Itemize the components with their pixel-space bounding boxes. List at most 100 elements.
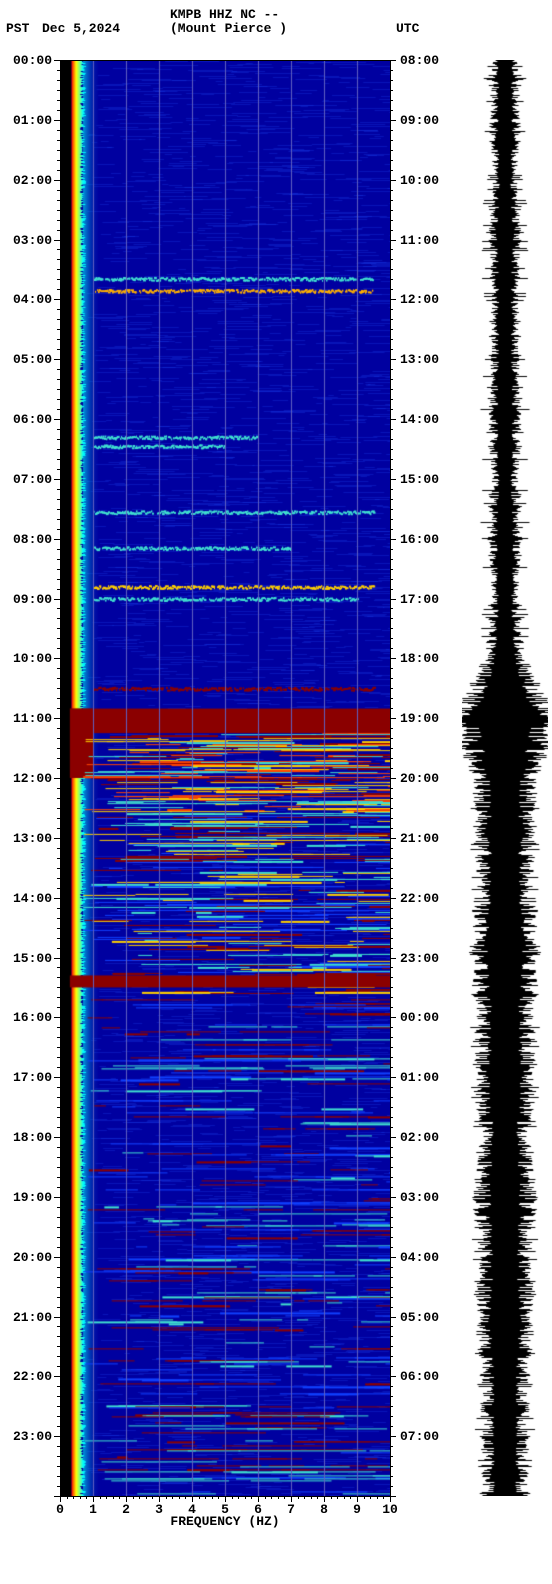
axis-tick [390,599,396,600]
axis-tick [152,1496,153,1499]
axis-tick [390,389,393,390]
axis-tick [54,180,60,181]
axis-tick [298,1496,299,1499]
axis-tick [54,479,60,480]
axis-label: 18:00 [13,1130,52,1145]
axis-tick [54,1197,60,1198]
axis-tick [390,1346,393,1347]
axis-tick [390,1157,393,1158]
axis-tick [119,1496,120,1499]
axis-tick [317,1496,318,1499]
axis-label: 03:00 [13,233,52,248]
axis-tick [390,1147,393,1148]
axis-label: 02:00 [13,173,52,188]
axis-tick [390,868,393,869]
axis-tick [390,987,393,988]
axis-tick [390,958,396,959]
axis-tick [390,70,393,71]
axis-tick [390,1207,393,1208]
axis-label: 10 [382,1502,398,1517]
axis-tick [57,519,60,520]
axis-tick [383,1496,384,1499]
axis-tick [390,200,393,201]
axis-label: 12:00 [13,771,52,786]
axis-tick [390,399,393,400]
axis-tick [57,130,60,131]
axis-tick [390,220,393,221]
axis-tick [57,369,60,370]
axis-tick [390,299,396,300]
x-axis-label: FREQUENCY (HZ) [170,1514,279,1529]
axis-tick [57,1097,60,1098]
header-date: Dec 5,2024 [42,21,120,36]
axis-tick [390,1277,393,1278]
axis-tick [370,1496,371,1499]
axis-tick [390,279,393,280]
axis-label: 20:00 [400,771,439,786]
axis-tick [57,1187,60,1188]
axis-tick [57,220,60,221]
axis-tick [57,349,60,350]
axis-tick [57,1167,60,1168]
axis-tick [390,1137,396,1138]
axis-tick [390,240,396,241]
axis-tick [54,359,60,360]
axis-tick [390,120,396,121]
axis-tick [100,1496,101,1499]
axis-tick [57,868,60,869]
spectrogram-plot [60,60,390,1496]
axis-tick [57,319,60,320]
axis-tick [390,1406,393,1407]
axis-tick [57,708,60,709]
axis-tick [57,858,60,859]
axis-tick [54,419,60,420]
axis-tick [265,1496,266,1499]
axis-tick [390,190,393,191]
axis-tick [57,1287,60,1288]
axis-label: 03:00 [400,1190,439,1205]
axis-tick [57,549,60,550]
axis-tick [54,718,60,719]
axis-tick [390,718,396,719]
header-left-tz: PST [6,21,29,36]
axis-tick [390,728,393,729]
axis-tick [57,1157,60,1158]
axis-label: 19:00 [400,711,439,726]
axis-tick [57,279,60,280]
axis-tick [54,1257,60,1258]
axis-label: 01:00 [400,1070,439,1085]
axis-tick [57,1456,60,1457]
axis-tick [284,1496,285,1499]
axis-tick [54,120,60,121]
axis-label: 06:00 [13,412,52,427]
axis-tick [390,1037,393,1038]
axis-label: 08:00 [13,532,52,547]
axis-tick [106,1496,107,1499]
axis-tick [57,429,60,430]
axis-tick [57,1127,60,1128]
axis-tick [390,419,396,420]
axis-tick [251,1496,252,1499]
axis-label: 06:00 [400,1369,439,1384]
axis-tick [390,259,393,260]
axis-tick [54,1017,60,1018]
axis-tick [57,908,60,909]
axis-tick [57,928,60,929]
axis-tick [57,230,60,231]
axis-tick [54,60,60,61]
axis-tick [57,1067,60,1068]
axis-tick [238,1496,239,1499]
axis-tick [390,170,393,171]
axis-tick [57,1207,60,1208]
axis-tick [60,1496,61,1499]
axis-tick [377,1496,378,1499]
axis-tick [390,449,393,450]
axis-tick [390,329,393,330]
axis-tick [57,1346,60,1347]
axis-tick [57,259,60,260]
axis-tick [390,1217,393,1218]
axis-tick [390,1177,393,1178]
axis-tick [390,319,393,320]
axis-tick [390,160,393,161]
axis-tick [390,788,393,789]
